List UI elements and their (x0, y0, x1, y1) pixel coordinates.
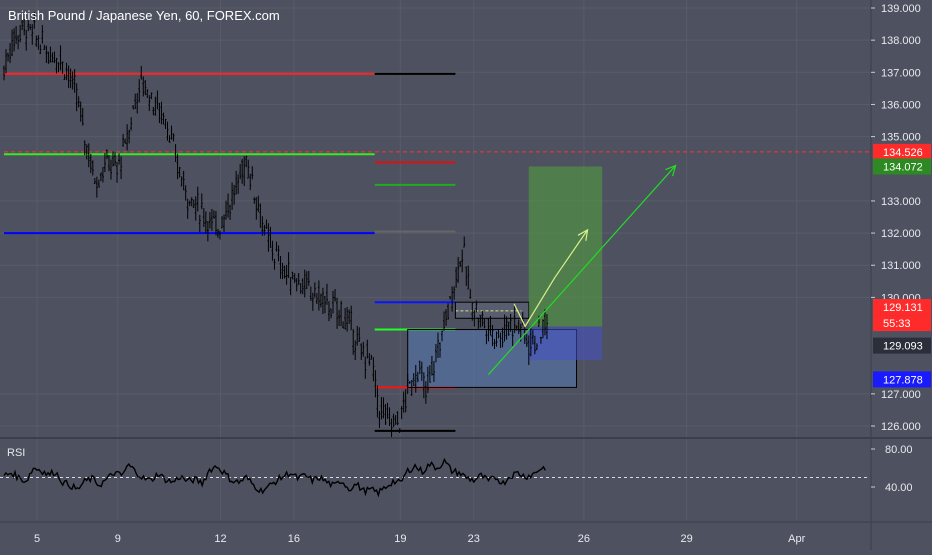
price-tick-label: 133.000 (881, 196, 921, 208)
time-tick-label: 9 (115, 533, 121, 545)
price-label-text: 134.072 (883, 161, 923, 173)
time-tick-label: 12 (214, 533, 226, 545)
price-label-text: 129.093 (883, 341, 923, 353)
projection-path (513, 229, 589, 328)
price-tick-label: 131.000 (881, 260, 921, 272)
rsi-line (3, 457, 546, 498)
price-tick-label: 135.000 (881, 132, 921, 144)
rsi-title: RSI (7, 447, 26, 459)
time-tick-label: 16 (288, 533, 300, 545)
price-tick-label: 139.000 (881, 3, 921, 15)
price-tick-label: 138.000 (881, 35, 921, 47)
price-label-badge (873, 299, 931, 316)
rsi-tick-label: 80.00 (885, 444, 913, 456)
time-tick-label: 23 (468, 533, 480, 545)
position-loss-zone (528, 326, 603, 361)
price-label-text: 127.878 (883, 374, 923, 386)
price-tick-label: 137.000 (881, 67, 921, 79)
symbol-title: British Pound / Japanese Yen, 60, FOREX.… (8, 8, 280, 23)
price-tick-label: 126.000 (881, 421, 921, 433)
time-tick-label: Apr (788, 533, 805, 545)
price-label-badge (873, 337, 931, 354)
price-tick-label: 136.000 (881, 99, 921, 111)
price-label-badge (873, 158, 931, 175)
time-tick-label: 26 (578, 533, 590, 545)
price-label-badge (873, 371, 931, 388)
price-label-badge (873, 315, 931, 332)
price-tick-label: 132.000 (881, 228, 921, 240)
arrow-head (577, 228, 589, 241)
price-label-text: 129.131 (883, 302, 923, 314)
rsi-tick-label: 40.00 (885, 482, 913, 494)
time-tick-label: 19 (394, 533, 406, 545)
time-tick-label: 5 (34, 533, 40, 545)
price-label-badge (873, 143, 931, 160)
trend-arrow (487, 165, 677, 375)
arrow-head (665, 164, 677, 177)
time-tick-label: 29 (680, 533, 692, 545)
price-label-text: 134.526 (883, 147, 923, 159)
price-label-text: 55:33 (883, 318, 911, 330)
price-tick-label: 127.000 (881, 389, 921, 401)
